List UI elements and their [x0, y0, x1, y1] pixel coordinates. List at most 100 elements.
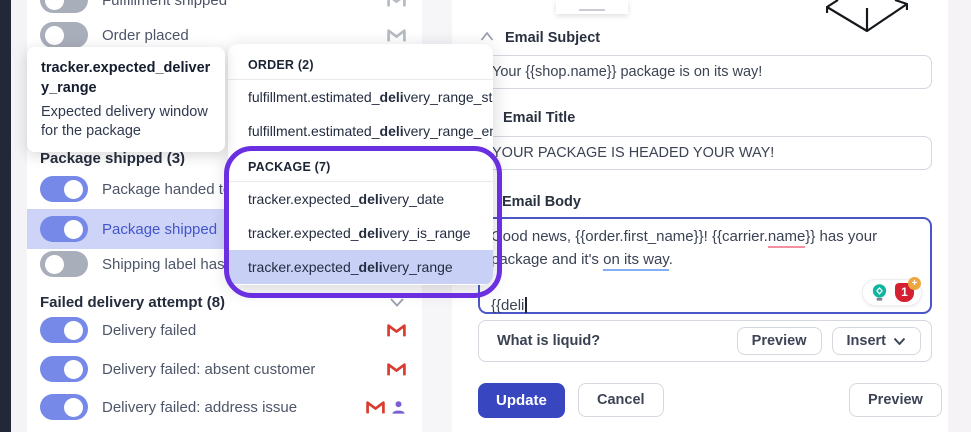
button-label: Preview: [751, 333, 807, 349]
item-text: tracker.expected_: [248, 225, 359, 241]
body-line-3: [491, 271, 919, 294]
email-subject-label: Email Subject: [505, 30, 601, 46]
lightbulb-icon: [872, 284, 887, 301]
liquid-help-bar: What is liquid? Preview Insert: [478, 320, 932, 362]
item-text: fulfillment.estimated_: [248, 123, 380, 139]
dropdown-group-header-order: ORDER (2): [248, 58, 314, 72]
notification-label: Order placed: [102, 26, 189, 44]
notification-row-delivery-failed[interactable]: Delivery failed: [27, 310, 422, 350]
liquid-preview-button[interactable]: Preview: [736, 327, 822, 355]
notification-row-package-handed[interactable]: Package handed to s: [27, 169, 422, 209]
notification-label: Delivery failed: absent customer: [102, 360, 316, 378]
notification-label: Shipping label has b: [102, 255, 238, 273]
item-text: very_range_start: [403, 89, 493, 105]
notification-row-fulfillment-shipped[interactable]: Fulfillment shipped: [27, 0, 422, 20]
toggle-delivery-failed-absent[interactable]: [40, 356, 88, 382]
toggle-knob: [64, 397, 83, 417]
toggle-knob: [64, 219, 83, 239]
error-count: 1: [901, 285, 908, 299]
body-text: package and it's: [491, 251, 604, 268]
chevron-down-icon[interactable]: [389, 296, 405, 308]
notification-label: Package handed to s: [102, 180, 243, 198]
email-title-input[interactable]: [478, 136, 932, 170]
toggle-knob: [45, 254, 64, 274]
page-background-strip: [948, 0, 971, 432]
email-body-label: Email Body: [502, 194, 581, 210]
email-subject-input[interactable]: [478, 55, 932, 89]
what-is-liquid-link[interactable]: What is liquid?: [497, 333, 601, 349]
email-title-label: Email Title: [503, 110, 576, 126]
insert-variable-button[interactable]: Insert: [831, 327, 921, 355]
package-cube-icon: [826, 0, 908, 33]
notification-row-order-placed[interactable]: Order placed: [27, 15, 422, 55]
dropdown-group-header-package: PACKAGE (7): [248, 160, 331, 174]
toggle-order-placed[interactable]: [40, 22, 88, 48]
preview-button[interactable]: Preview: [849, 383, 942, 417]
gmail-icon: [387, 363, 406, 376]
thumbnail-text-line: [579, 9, 605, 11]
dropdown-item-expected-delivery-range[interactable]: tracker.expected_delivery_range: [228, 250, 493, 284]
notification-row-delivery-failed-address[interactable]: Delivery failed: address issue: [27, 387, 422, 427]
item-text: tracker.expected_: [248, 259, 359, 275]
toggle-shipping-label[interactable]: [40, 251, 88, 277]
toggle-delivery-failed-address[interactable]: [40, 394, 88, 420]
body-line-4: {{deli: [491, 294, 919, 317]
chevron-up-icon[interactable]: [477, 27, 497, 47]
toggle-fulfillment-shipped[interactable]: [40, 0, 88, 13]
item-text: very_is_range: [382, 225, 471, 241]
toggle-package-handed[interactable]: [40, 176, 88, 202]
cancel-button[interactable]: Cancel: [578, 383, 664, 417]
gmail-icon: [387, 29, 406, 42]
item-match: deli: [358, 259, 383, 275]
item-match: deli: [358, 225, 383, 241]
toggle-package-shipped[interactable]: [40, 216, 88, 242]
tooltip-description: Expected delivery window for the package: [41, 104, 208, 139]
item-match: deli: [379, 89, 404, 105]
notification-row-shipping-label[interactable]: Shipping label has b: [27, 244, 422, 284]
divider: [228, 181, 493, 182]
person-icon: [392, 401, 405, 414]
notification-label: Fulfillment shipped: [102, 0, 228, 9]
dropdown-item-estimated-delivery-range-end[interactable]: fulfillment.estimated_delivery_range_end: [228, 114, 493, 148]
text-cursor: [525, 297, 527, 313]
gmail-icon: [366, 401, 385, 414]
body-text: Good news, {{order.first_name}}! {{carri…: [491, 228, 768, 245]
tooltip-variable-name: tracker.expected_delivery_range: [41, 60, 211, 96]
plus-badge: +: [908, 277, 921, 290]
button-label: Insert: [846, 333, 887, 349]
item-text: very_range_end: [403, 123, 493, 139]
window-edge-strip: [0, 0, 11, 432]
body-text: .: [668, 251, 673, 268]
section-header-package-shipped: Package shipped (3): [40, 150, 186, 167]
item-match: deli: [358, 191, 383, 207]
typed-variable-text: {{deli: [491, 297, 525, 314]
spellcheck-flagged-text: name: [767, 228, 806, 248]
grammar-extension-widget[interactable]: 1 +: [862, 277, 922, 306]
toggle-knob: [64, 359, 83, 379]
toggle-delivery-failed[interactable]: [40, 317, 88, 343]
toggle-knob: [45, 25, 64, 45]
toggle-knob: [45, 0, 64, 10]
body-line-1: Good news, {{order.first_name}}! {{carri…: [491, 225, 919, 248]
toggle-knob: [64, 320, 83, 340]
dropdown-item-expected-delivery-is-range[interactable]: tracker.expected_delivery_is_range: [228, 216, 493, 250]
item-text: tracker.expected_: [248, 191, 359, 207]
chevron-down-icon: [893, 337, 906, 345]
notification-label: Delivery failed: address issue: [102, 398, 298, 416]
toggle-knob: [64, 179, 83, 199]
grammar-flagged-text: on its way: [603, 251, 669, 271]
section-header-failed-delivery: Failed delivery attempt (8): [40, 294, 226, 311]
item-text: very_date: [382, 191, 445, 207]
shield-badge-icon: 1 +: [895, 277, 921, 302]
variable-autocomplete-dropdown: ORDER (2) fulfillment.estimated_delivery…: [228, 44, 493, 285]
update-button[interactable]: Update: [478, 383, 565, 418]
dropdown-item-estimated-delivery-range-start[interactable]: fulfillment.estimated_delivery_range_sta…: [228, 80, 493, 114]
dropdown-item-expected-delivery-date[interactable]: tracker.expected_delivery_date: [228, 182, 493, 216]
left-gutter: [11, 0, 27, 432]
gmail-icon: [387, 0, 406, 7]
email-body-input[interactable]: Good news, {{order.first_name}}! {{carri…: [478, 217, 932, 314]
gmail-icon: [387, 324, 406, 337]
variable-tooltip: tracker.expected_delivery_range Expected…: [27, 47, 225, 152]
notification-row-delivery-failed-absent[interactable]: Delivery failed: absent customer: [27, 349, 422, 389]
